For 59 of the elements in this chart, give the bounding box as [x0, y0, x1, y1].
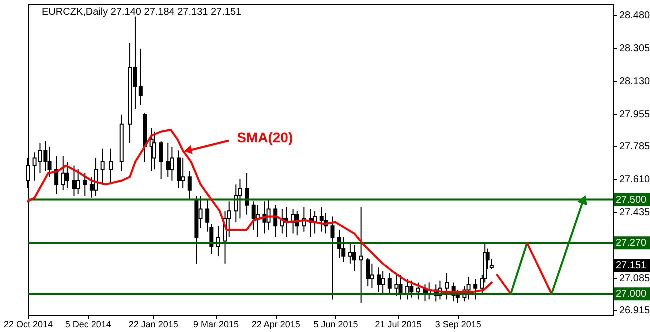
x-tick-label: 5 Dec 2014 — [65, 320, 112, 330]
candlestick — [348, 242, 352, 264]
candlestick — [166, 142, 170, 178]
candlestick — [159, 140, 164, 180]
candlestick — [410, 280, 414, 298]
candlestick — [170, 146, 174, 182]
candlestick — [72, 165, 76, 196]
candlestick — [100, 148, 105, 186]
candlestick — [370, 263, 374, 289]
ref-line-label: 27.500 — [616, 194, 648, 206]
x-tick-label: 22 Oct 2014 — [4, 320, 54, 330]
ref-line-label: 27.270 — [616, 238, 648, 250]
candlestick — [320, 206, 324, 232]
x-tick-label: 5 Jun 2015 — [314, 320, 358, 330]
candlestick — [266, 199, 271, 230]
candlestick — [366, 258, 370, 288]
y-tick-label: 28.305 — [620, 43, 650, 54]
x-tick-label: 22 Apr 2015 — [252, 320, 300, 330]
candlestick — [274, 204, 278, 238]
y-tick-label: 27.610 — [620, 174, 650, 186]
candlestick — [177, 150, 182, 189]
candlestick — [388, 272, 392, 295]
candlestick — [152, 131, 157, 170]
x-tick-label: 22 Jan 2015 — [128, 320, 178, 330]
chart-title: EURCZK,Daily 27.140 27.184 27.131 27.151 — [42, 7, 242, 18]
candlestick — [61, 156, 66, 191]
annotation: SMA(20) — [237, 130, 294, 146]
candlestick — [377, 267, 381, 293]
line-series — [27, 128, 493, 294]
candlestick — [245, 172, 250, 216]
y-tick-label: 27.785 — [620, 142, 650, 153]
y-tick-label: 27.435 — [620, 208, 650, 219]
candlestick — [474, 278, 478, 300]
x-tick-label: 21 Jul 2015 — [375, 320, 422, 330]
x-tick-label: 3 Sep 2015 — [435, 320, 482, 330]
candlestick — [394, 274, 399, 296]
y-tick-label: 26.915 — [620, 306, 650, 317]
candlestick — [445, 272, 450, 300]
y-tick-label: 28.130 — [620, 76, 650, 88]
candlestick — [181, 158, 186, 189]
candlestick — [48, 146, 52, 178]
candlestick — [238, 178, 242, 220]
ref-line-label: 27.000 — [616, 289, 648, 300]
x-tick-label: 9 Mar 2015 — [193, 320, 240, 330]
candlestick — [381, 270, 386, 295]
candlestick — [188, 170, 192, 200]
candlestick — [330, 216, 335, 300]
candlestick — [65, 162, 70, 189]
y-tick-label: 28.480 — [620, 10, 650, 22]
candlestick — [416, 282, 420, 300]
candlestick — [83, 172, 88, 196]
candlestick — [359, 206, 364, 304]
y-tick-label: 27.955 — [620, 109, 650, 120]
candlestick — [352, 244, 357, 272]
text: 27.151 — [616, 260, 648, 272]
y-tick-label: 27.085 — [620, 274, 650, 285]
candlestick — [108, 148, 113, 186]
candlestick — [94, 158, 98, 196]
candlestick — [76, 169, 80, 195]
